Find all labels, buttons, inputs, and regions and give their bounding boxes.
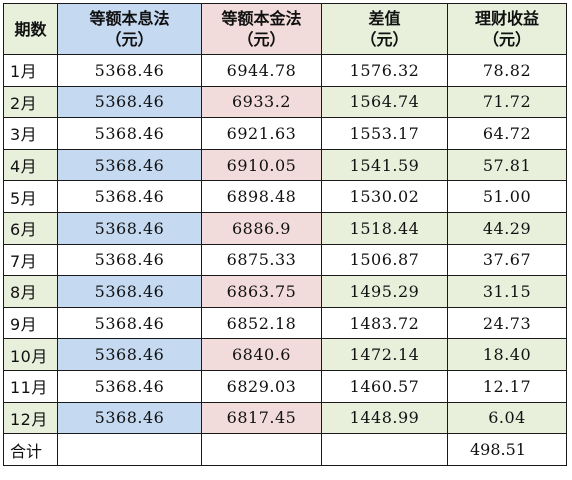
period-cell: 9月 bbox=[3, 306, 58, 340]
period-cell: 1月 bbox=[3, 54, 58, 87]
income-cell: 18.40 bbox=[447, 338, 567, 371]
equal-principal-cell: 6863.75 bbox=[201, 275, 322, 308]
income-cell: 31.15 bbox=[447, 275, 567, 308]
equal-installment-cell: 5368.46 bbox=[57, 401, 202, 435]
income-cell: 44.29 bbox=[447, 211, 567, 245]
difference-cell: 1530.02 bbox=[321, 180, 448, 213]
table-row: 1月 5368.46 6944.78 1576.32 78.82 bbox=[3, 54, 567, 87]
income-cell: 64.72 bbox=[447, 117, 567, 150]
table-row: 10月 5368.46 6840.6 1472.14 18.40 bbox=[3, 338, 567, 371]
income-cell: 71.72 bbox=[447, 85, 567, 119]
equal-installment-cell: 5368.46 bbox=[57, 148, 202, 182]
income-cell: 78.82 bbox=[447, 54, 567, 87]
table-row: 2月 5368.46 6933.2 1564.74 71.72 bbox=[3, 85, 567, 119]
equal-installment-cell: 5368.46 bbox=[57, 306, 202, 340]
table-row: 4月 5368.46 6910.05 1541.59 57.81 bbox=[3, 148, 567, 182]
period-cell: 6月 bbox=[3, 211, 58, 245]
income-cell: 57.81 bbox=[447, 148, 567, 182]
equal-principal-cell: 6944.78 bbox=[201, 54, 322, 87]
header-row: 期数 等额本息法 （元） 等额本金法 （元） 差值 （元） 理财收益 （元） bbox=[3, 3, 567, 55]
equal-principal-cell: 6898.48 bbox=[201, 180, 322, 213]
equal-principal-cell: 6840.6 bbox=[201, 338, 322, 371]
period-cell: 4月 bbox=[3, 148, 58, 182]
header-income: 理财收益 （元） bbox=[447, 3, 567, 55]
equal-installment-cell: 5368.46 bbox=[57, 117, 202, 150]
total-empty-cell bbox=[201, 433, 322, 467]
table-row: 9月 5368.46 6852.18 1483.72 24.73 bbox=[3, 306, 567, 340]
header-income-unit: （元） bbox=[482, 30, 531, 49]
header-period-label: 期数 bbox=[14, 19, 47, 39]
period-cell: 2月 bbox=[3, 85, 58, 119]
difference-cell: 1553.17 bbox=[321, 117, 448, 150]
header-equal-principal-label: 等额本金法 bbox=[221, 9, 302, 28]
table-row: 5月 5368.46 6898.48 1530.02 51.00 bbox=[3, 180, 567, 213]
header-income-label: 理财收益 bbox=[474, 9, 539, 28]
income-cell: 6.04 bbox=[447, 401, 567, 435]
difference-cell: 1472.14 bbox=[321, 338, 448, 371]
equal-principal-cell: 6817.45 bbox=[201, 401, 322, 435]
difference-cell: 1506.87 bbox=[321, 243, 448, 277]
difference-cell: 1564.74 bbox=[321, 85, 448, 119]
equal-principal-cell: 6852.18 bbox=[201, 306, 322, 340]
header-equal-installment-label: 等额本息法 bbox=[89, 9, 170, 28]
header-difference-label: 差值 bbox=[368, 9, 401, 28]
difference-cell: 1448.99 bbox=[321, 401, 448, 435]
period-cell: 7月 bbox=[3, 243, 58, 277]
equal-installment-cell: 5368.46 bbox=[57, 180, 202, 213]
difference-cell: 1541.59 bbox=[321, 148, 448, 182]
header-difference: 差值 （元） bbox=[321, 3, 448, 55]
header-equal-principal: 等额本金法 （元） bbox=[201, 3, 322, 55]
difference-cell: 1483.72 bbox=[321, 306, 448, 340]
header-equal-installment: 等额本息法 （元） bbox=[57, 3, 202, 55]
income-cell: 51.00 bbox=[447, 180, 567, 213]
equal-installment-cell: 5368.46 bbox=[57, 211, 202, 245]
table-body: 1月 5368.46 6944.78 1576.32 78.82 2月 5368.46 693… bbox=[3, 54, 567, 435]
table-header: 期数 等额本息法 （元） 等额本金法 （元） 差值 （元） 理财收益 （元） bbox=[3, 3, 567, 55]
difference-cell: 1518.44 bbox=[321, 211, 448, 245]
table-row: 3月 5368.46 6921.63 1553.17 64.72 bbox=[3, 117, 567, 150]
total-empty-cell bbox=[321, 433, 448, 467]
header-period: 期数 bbox=[3, 3, 58, 55]
table-row: 7月 5368.46 6875.33 1506.87 37.67 bbox=[3, 243, 567, 277]
difference-cell: 1495.29 bbox=[321, 275, 448, 308]
table-row: 8月 5368.46 6863.75 1495.29 31.15 bbox=[3, 275, 567, 308]
equal-installment-cell: 5368.46 bbox=[57, 275, 202, 308]
equal-principal-cell: 6933.2 bbox=[201, 85, 322, 119]
period-cell: 10月 bbox=[3, 338, 58, 371]
period-cell: 3月 bbox=[3, 117, 58, 150]
table-row: 12月 5368.46 6817.45 1448.99 6.04 bbox=[3, 401, 567, 435]
equal-installment-cell: 5368.46 bbox=[57, 243, 202, 277]
total-income-value: 498.51 bbox=[447, 433, 567, 467]
equal-principal-cell: 6829.03 bbox=[201, 369, 322, 403]
income-cell: 24.73 bbox=[447, 306, 567, 340]
total-row: 合计 498.51 bbox=[3, 433, 567, 467]
income-cell: 12.17 bbox=[447, 369, 567, 403]
income-cell: 37.67 bbox=[447, 243, 567, 277]
equal-principal-cell: 6910.05 bbox=[201, 148, 322, 182]
period-cell: 5月 bbox=[3, 180, 58, 213]
header-difference-unit: （元） bbox=[360, 30, 409, 49]
equal-principal-cell: 6875.33 bbox=[201, 243, 322, 277]
equal-installment-cell: 5368.46 bbox=[57, 369, 202, 403]
header-equal-principal-unit: （元） bbox=[237, 30, 286, 49]
difference-cell: 1576.32 bbox=[321, 54, 448, 87]
period-cell: 8月 bbox=[3, 275, 58, 308]
total-label: 合计 bbox=[3, 433, 58, 467]
total-empty-cell bbox=[57, 433, 202, 467]
period-cell: 11月 bbox=[3, 369, 58, 403]
period-cell: 12月 bbox=[3, 401, 58, 435]
table-footer: 合计 498.51 bbox=[3, 433, 567, 467]
equal-principal-cell: 6886.9 bbox=[201, 211, 322, 245]
table-row: 6月 5368.46 6886.9 1518.44 44.29 bbox=[3, 211, 567, 245]
equal-installment-cell: 5368.46 bbox=[57, 85, 202, 119]
table-row: 11月 5368.46 6829.03 1460.57 12.17 bbox=[3, 369, 567, 403]
equal-installment-cell: 5368.46 bbox=[57, 54, 202, 87]
difference-cell: 1460.57 bbox=[321, 369, 448, 403]
loan-comparison-table: 期数 等额本息法 （元） 等额本金法 （元） 差值 （元） 理财收益 （元） bbox=[3, 3, 567, 467]
equal-principal-cell: 6921.63 bbox=[201, 117, 322, 150]
header-equal-installment-unit: （元） bbox=[105, 30, 154, 49]
equal-installment-cell: 5368.46 bbox=[57, 338, 202, 371]
comparison-table-container: 期数 等额本息法 （元） 等额本金法 （元） 差值 （元） 理财收益 （元） bbox=[3, 3, 567, 467]
